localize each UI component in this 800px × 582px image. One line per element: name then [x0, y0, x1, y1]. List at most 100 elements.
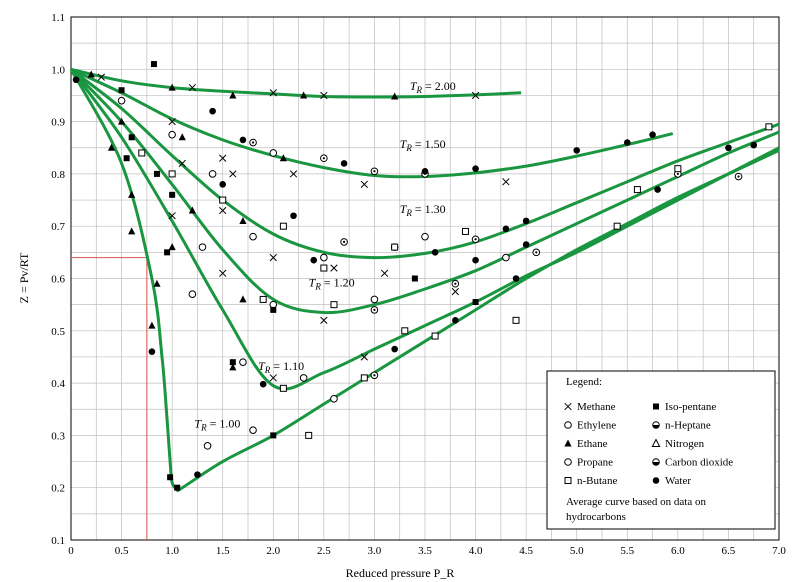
data-point-square-open	[168, 170, 176, 178]
data-point-x	[168, 117, 176, 126]
x-tick-label: 2.0	[266, 545, 280, 557]
data-point-square-open	[320, 264, 328, 272]
y-tick-label: 0.2	[51, 483, 65, 495]
data-point-circle-open	[208, 170, 217, 178]
reference-lines	[71, 257, 148, 540]
data-point-triangle-filled	[153, 279, 161, 287]
data-point-triangle-filled	[300, 91, 308, 99]
curve-tr-1-10	[69, 68, 780, 391]
legend-label: Water	[665, 475, 691, 487]
data-point-circle-open	[269, 149, 278, 157]
data-point-square-open	[613, 222, 621, 230]
curve-label-tr-1-00: TR = 1.00	[194, 417, 240, 433]
data-point-circle-filled	[290, 212, 297, 220]
x-tick-label: 5.0	[570, 545, 584, 557]
legend-marker-x	[564, 402, 572, 411]
legend-label: Iso-pentane	[665, 401, 716, 413]
legend-entries: Methane Iso-pentane Ethylene n-Heptane Ethan…	[564, 401, 733, 487]
data-point-triangle-filled	[391, 92, 399, 100]
data-point-x	[330, 264, 338, 272]
legend-label: Carbon dioxide	[665, 457, 733, 469]
data-point-circle-filled	[310, 256, 318, 264]
legend-marker-circle-filled	[652, 477, 660, 484]
curve-tr-1-30	[70, 68, 780, 260]
data-point-square-open	[674, 165, 682, 173]
legend-marker-circle-open	[564, 421, 572, 429]
data-point-triangle-filled	[128, 190, 136, 198]
data-point-circle-filled	[391, 345, 398, 353]
curve-label-tr-1-20: TR = 1.20	[309, 275, 355, 291]
data-point-square-open	[259, 295, 267, 303]
data-point-circle-dot	[370, 371, 379, 380]
data-point-circle-open	[421, 232, 429, 241]
data-point-x	[168, 212, 176, 220]
legend-marker-triangle-filled	[564, 439, 572, 447]
legend-label: n-Butane	[577, 475, 617, 487]
data-point-square-open	[279, 384, 287, 392]
data-point-square-open	[138, 149, 146, 157]
legend-label: Ethane	[577, 438, 608, 450]
data-point-triangle-filled	[229, 363, 237, 371]
data-point-x	[360, 180, 368, 189]
x-tick-label: 2.5	[317, 545, 331, 557]
x-tick-label: 1.5	[216, 545, 230, 557]
data-point-square-open	[765, 123, 773, 131]
data-point-circle-filled	[522, 217, 530, 225]
data-point-triangle-filled	[128, 227, 136, 235]
data-point-circle-dot	[471, 235, 480, 244]
legend-marker-square-open	[564, 477, 572, 484]
data-point-square-filled	[128, 134, 135, 141]
data-point-circle-dot	[370, 306, 379, 314]
y-tick-label: 0.3	[51, 430, 65, 442]
data-point-triangle-filled	[188, 206, 196, 214]
data-point-circle-dot	[340, 238, 348, 246]
data-point-circle-open	[117, 96, 126, 105]
legend-label: Propane	[577, 457, 613, 469]
data-point-circle-filled	[340, 160, 348, 167]
data-point-x	[97, 73, 105, 81]
legend-title: Legend:	[566, 376, 602, 388]
data-point-triangle-filled	[239, 216, 247, 224]
legend-label: Nitrogen	[665, 438, 705, 450]
data-point-circle-filled	[623, 139, 631, 146]
data-point-square-open	[279, 222, 287, 230]
data-point-square-filled	[270, 306, 277, 313]
data-point-square-open	[391, 243, 399, 251]
data-point-x	[289, 170, 298, 178]
data-point-circle-filled	[512, 275, 520, 282]
data-point-circle-open	[203, 442, 212, 450]
data-point-circle-dot	[249, 138, 257, 147]
legend: Legend: Methane Iso-pentane Ethylene n-Hept…	[546, 370, 776, 530]
data-point-circle-filled	[502, 225, 510, 233]
data-point-triangle-filled	[168, 243, 176, 251]
data-point-circle-filled	[452, 317, 459, 324]
data-point-x	[178, 159, 186, 168]
data-point-triangle-filled	[107, 143, 116, 151]
x-tick-label: 4.5	[519, 545, 533, 557]
data-point-triangle-filled	[229, 91, 237, 99]
data-point-square-filled	[174, 484, 181, 491]
data-point-circle-filled	[472, 165, 479, 172]
y-tick-label: 0.5	[51, 326, 65, 338]
data-point-x	[380, 269, 389, 277]
data-point-circle-dot	[320, 154, 328, 163]
data-point-triangle-filled	[148, 321, 156, 329]
data-point-circle-open	[330, 394, 338, 403]
data-point-circle-open	[168, 130, 176, 139]
x-tick-label: 7.0	[772, 545, 786, 557]
legend-label: n-Heptane	[665, 420, 711, 432]
curve-tr-2-00	[70, 67, 522, 99]
data-point-square-filled	[153, 170, 160, 177]
data-point-x	[269, 374, 277, 382]
curve-tr-1-20	[69, 68, 780, 315]
legend-marker-triangle-open	[651, 438, 661, 447]
legend-marker-circle-half	[652, 421, 660, 429]
legend-marker-circle-half	[652, 458, 660, 466]
data-point-triangle-filled	[168, 83, 176, 91]
data-point-circle-filled	[239, 136, 247, 144]
data-point-circle-filled	[421, 167, 429, 175]
data-point-circle-filled	[72, 76, 80, 84]
curve-label-tr-2-00: TR = 2.00	[410, 79, 456, 95]
data-point-circle-open	[188, 290, 197, 298]
x-tick-label: 4.0	[469, 545, 483, 557]
